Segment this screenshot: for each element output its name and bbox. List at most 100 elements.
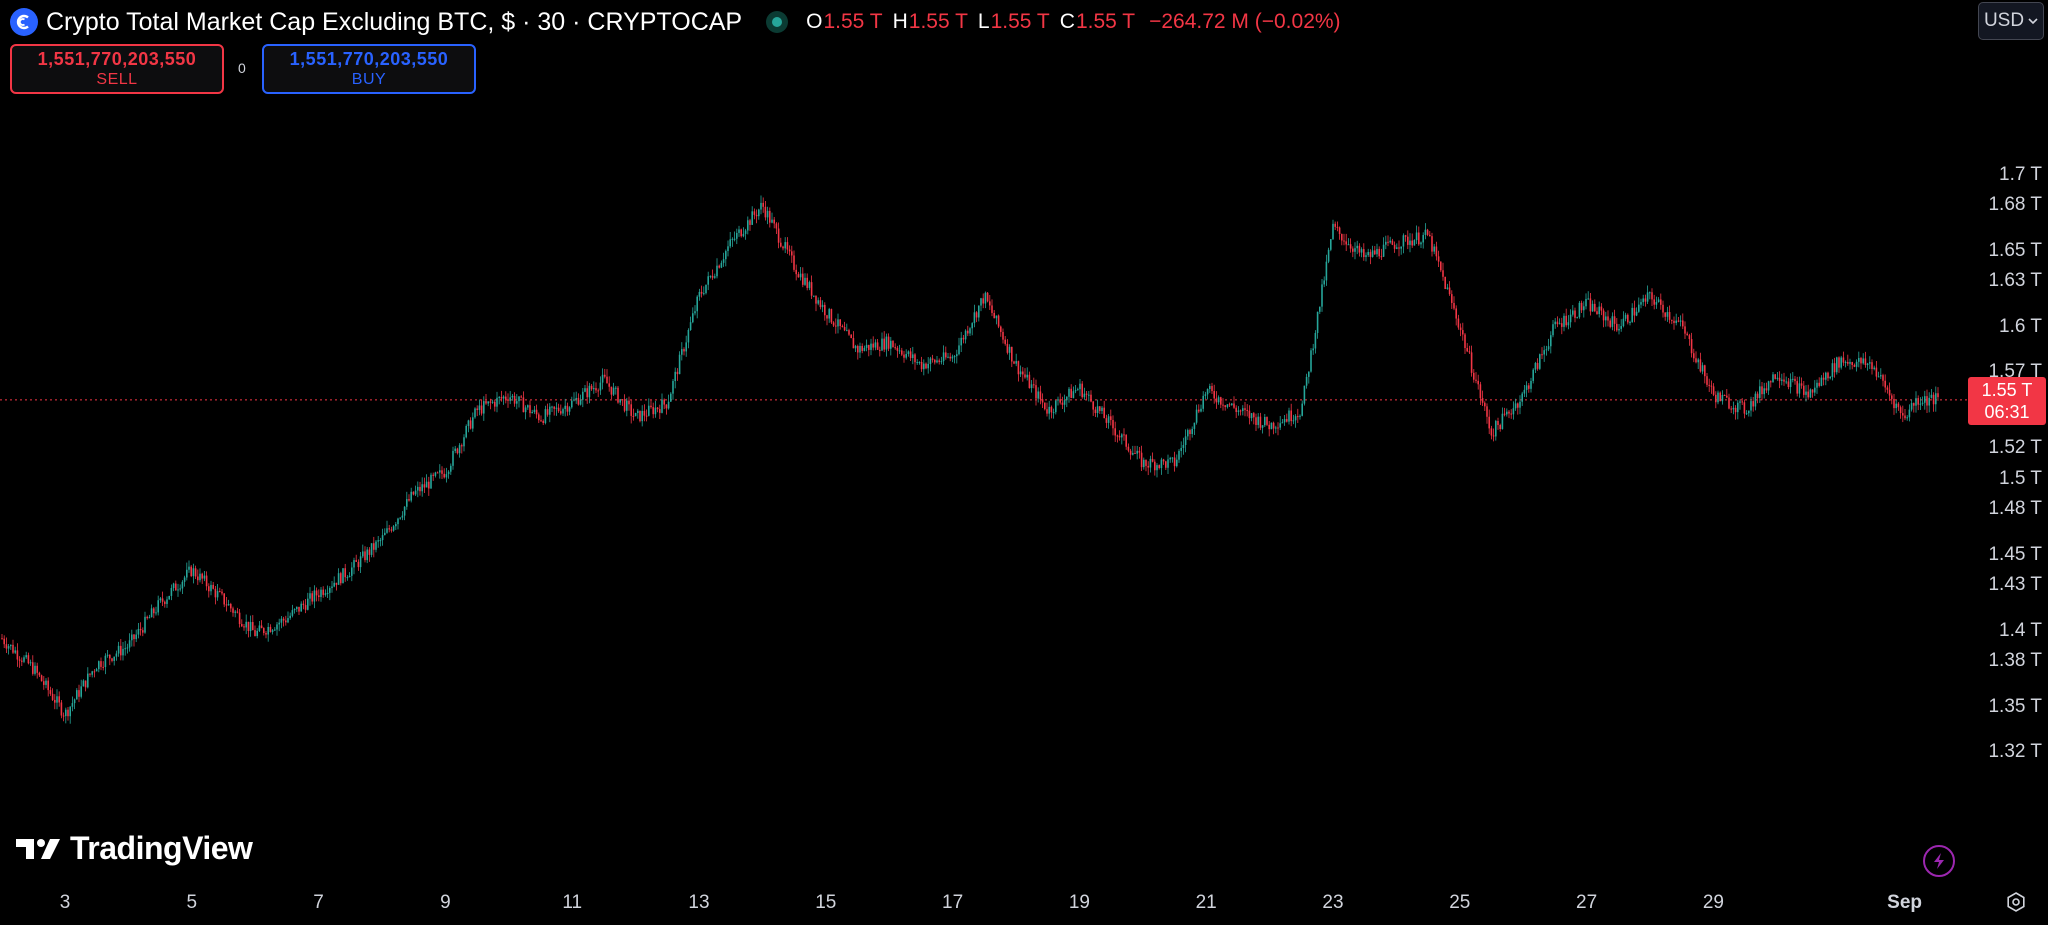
coin-logo-icon[interactable] xyxy=(10,8,38,36)
candle-body xyxy=(544,409,547,423)
candle-body xyxy=(683,349,685,352)
candle-body xyxy=(192,568,195,577)
high-label: H xyxy=(892,10,908,33)
candle-body xyxy=(1827,372,1829,379)
candle-body xyxy=(463,437,465,447)
candle-body xyxy=(1847,362,1849,364)
candle-body xyxy=(1618,328,1620,331)
sell-button[interactable]: 1,551,770,203,550 SELL xyxy=(10,44,224,94)
candle-body xyxy=(80,686,82,697)
candle-body xyxy=(742,233,745,237)
candle-body xyxy=(595,388,597,391)
candle-body xyxy=(852,338,855,349)
candle-body xyxy=(579,399,582,405)
buy-button[interactable]: 1,551,770,203,550 BUY xyxy=(262,44,476,94)
candle-body xyxy=(1050,406,1053,413)
candle-body xyxy=(315,590,318,596)
candle-body xyxy=(1352,248,1354,252)
candle-body xyxy=(758,209,760,217)
candle-body xyxy=(252,622,254,631)
candle-body xyxy=(973,312,976,324)
candles-group xyxy=(1,195,1939,724)
candle-body xyxy=(1261,425,1264,428)
candle-body xyxy=(1602,310,1605,321)
candle-body xyxy=(1690,339,1693,354)
candle-body xyxy=(1800,383,1803,386)
candle-body xyxy=(205,575,208,587)
x-tick-label: 9 xyxy=(440,892,451,913)
y-tick-label: 1.63 T xyxy=(1988,270,2042,291)
currency-select[interactable]: USD xyxy=(1978,2,2044,40)
y-tick-label: 1.45 T xyxy=(1988,543,2042,565)
candle-body xyxy=(784,242,786,249)
candle-body xyxy=(1860,358,1862,364)
candle-body xyxy=(87,673,89,688)
high-value: 1.55 T xyxy=(908,10,968,33)
candle-body xyxy=(1616,323,1618,331)
candle-body xyxy=(1310,350,1312,372)
symbol-title[interactable]: Crypto Total Market Cap Excluding BTC, $… xyxy=(46,7,743,36)
candle-body xyxy=(472,417,474,429)
candle-body xyxy=(1710,385,1713,387)
candle-body xyxy=(898,350,901,352)
candle-body xyxy=(241,624,243,627)
candle-body xyxy=(1897,403,1900,408)
candle-body xyxy=(590,385,593,390)
candle-body xyxy=(1558,323,1561,325)
candle-body xyxy=(166,599,168,604)
candle-body xyxy=(854,346,857,349)
candle-body xyxy=(381,535,384,541)
candle-body xyxy=(1928,397,1930,406)
candle-body xyxy=(1242,408,1244,412)
lightning-icon[interactable] xyxy=(1923,845,1955,877)
candle-body xyxy=(1327,249,1330,262)
candle-body xyxy=(309,593,311,599)
candle-body xyxy=(1772,374,1774,383)
candle-body xyxy=(1701,365,1704,372)
candle-body xyxy=(465,425,467,438)
candle-body xyxy=(1369,252,1372,257)
candle-body xyxy=(461,445,463,447)
candle-body xyxy=(1822,377,1825,380)
candle-body xyxy=(1105,418,1108,423)
tradingview-logo[interactable]: TradingView xyxy=(14,830,253,867)
candle-body xyxy=(1088,394,1090,396)
candle-body xyxy=(1668,312,1671,320)
candle-body xyxy=(368,549,371,555)
candle-body xyxy=(1147,465,1149,468)
candle-body xyxy=(1893,398,1895,409)
candle-body xyxy=(1811,389,1814,393)
candle-body xyxy=(857,346,859,353)
candle-body xyxy=(896,347,899,351)
candle-body xyxy=(271,630,274,632)
candle-body xyxy=(1508,411,1510,414)
candle-body xyxy=(296,606,298,610)
candle-body xyxy=(958,345,960,355)
candle-body xyxy=(703,293,705,295)
candle-body xyxy=(274,629,276,631)
candle-body xyxy=(1492,435,1495,437)
candle-body xyxy=(1052,412,1055,414)
candle-body xyxy=(428,481,430,489)
candle-body xyxy=(443,473,445,478)
candle-body xyxy=(357,561,360,568)
candle-body xyxy=(208,586,210,592)
change-value: −264.72 M (−0.02%) xyxy=(1149,10,1341,33)
candle-body xyxy=(476,408,478,411)
candle-body xyxy=(397,518,399,525)
candle-body xyxy=(388,528,390,530)
candle-body xyxy=(1899,407,1902,414)
market-status-icon[interactable] xyxy=(766,11,789,33)
x-tick-label: 19 xyxy=(1068,892,1090,913)
candle-body xyxy=(1220,397,1222,405)
candle-body xyxy=(1743,402,1746,414)
candle-body xyxy=(549,406,551,415)
candle-body xyxy=(535,409,538,415)
candle-body xyxy=(1193,422,1196,429)
candle-body xyxy=(1204,394,1207,396)
settings-gear-icon[interactable] xyxy=(2002,888,2030,916)
candle-body xyxy=(1156,465,1158,471)
candle-body xyxy=(1587,298,1589,300)
candle-body xyxy=(729,239,731,247)
